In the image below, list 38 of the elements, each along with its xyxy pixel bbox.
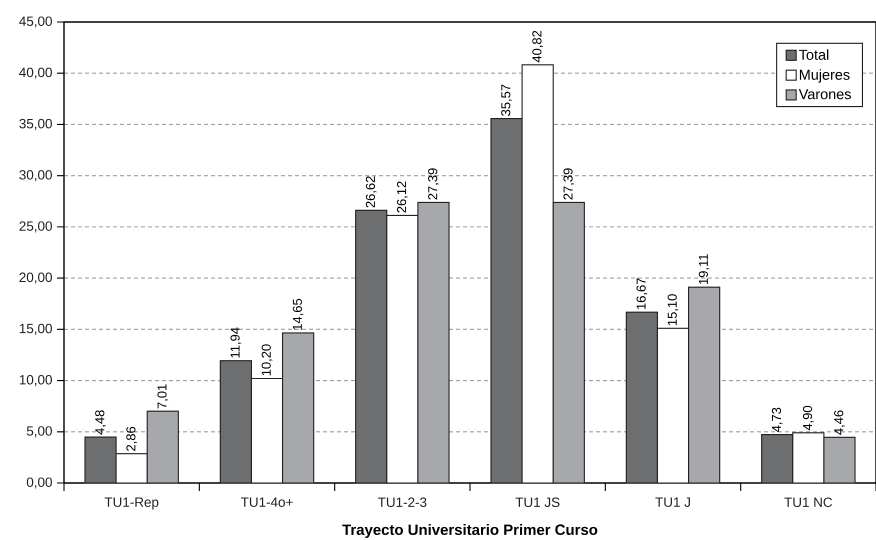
x-tick-label: TU1 JS bbox=[516, 498, 560, 508]
y-tick-label: 10,00 bbox=[20, 375, 52, 386]
x-tick-label: TU1-4o+ bbox=[240, 498, 293, 507]
data-label: 4,90 bbox=[802, 406, 814, 430]
data-label: 4,48 bbox=[95, 410, 106, 435]
x-tick-label: TU1 NC bbox=[784, 498, 832, 508]
data-label: 4,46 bbox=[834, 410, 845, 435]
data-label: 7,01 bbox=[157, 384, 168, 408]
y-tick-label: 15,00 bbox=[20, 324, 52, 335]
data-label: 35,57 bbox=[501, 84, 512, 116]
y-tick-label: 30,00 bbox=[19, 170, 52, 182]
legend-label: Varones bbox=[798, 89, 851, 100]
y-tick-label: 20,00 bbox=[19, 272, 52, 284]
x-tick-label: TU1 J bbox=[655, 498, 690, 507]
data-label: 4,73 bbox=[772, 408, 783, 432]
data-label: 27,39 bbox=[428, 168, 439, 200]
data-label: 10,20 bbox=[262, 344, 272, 376]
data-label: 16,67 bbox=[636, 278, 648, 310]
data-label: 26,62 bbox=[366, 176, 377, 208]
data-label: 14,65 bbox=[292, 298, 304, 330]
data-label: 11,94 bbox=[230, 327, 242, 358]
data-label: 40,82 bbox=[532, 30, 544, 62]
y-tick-label: 35,00 bbox=[19, 118, 52, 130]
y-tick-label: 40,00 bbox=[19, 68, 52, 79]
y-tick-label: 25,00 bbox=[19, 221, 52, 232]
data-label: 26,12 bbox=[396, 181, 408, 213]
x-axis-title: Trayecto Universitario Primer Curso bbox=[342, 524, 598, 538]
x-tick-label: TU1-2-3 bbox=[378, 498, 426, 508]
legend-label: Total bbox=[799, 49, 828, 60]
y-tick-label: 45,00 bbox=[19, 16, 52, 28]
x-tick-label: TU1-Rep bbox=[104, 498, 158, 510]
y-tick-label: 5,00 bbox=[26, 426, 52, 438]
data-label: 27,39 bbox=[563, 168, 574, 200]
data-label: 2,86 bbox=[126, 426, 138, 451]
data-label: 15,10 bbox=[668, 294, 678, 326]
legend-label: Mujeres bbox=[800, 69, 850, 83]
y-tick-label: 0,00 bbox=[26, 477, 52, 489]
data-label: 19,11 bbox=[698, 254, 710, 284]
